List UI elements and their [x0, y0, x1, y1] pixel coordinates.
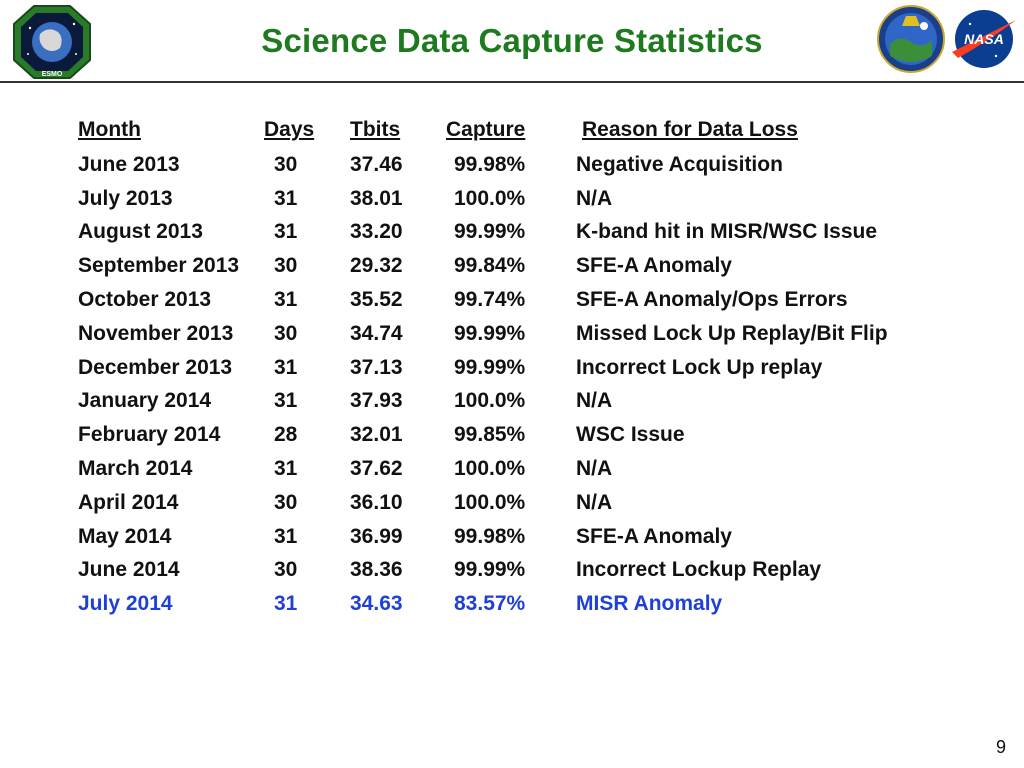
cell-capture: 83.57%: [454, 592, 526, 616]
cell-days: 30: [274, 321, 298, 345]
table-row: April 2014 30 36.10 100.0% N/A: [78, 486, 942, 520]
header-days: Days: [264, 118, 315, 141]
cell-capture: 99.84%: [454, 254, 526, 278]
cell-tbits: 37.46: [350, 152, 403, 176]
cell-tbits: 32.01: [350, 423, 403, 447]
cell-reason: SFE-A Anomaly: [576, 524, 732, 548]
header-capture: Capture: [446, 118, 526, 141]
cell-reason: K-band hit in MISR/WSC Issue: [576, 220, 878, 244]
cell-month: July 2014: [78, 592, 173, 616]
table-row: December 2013 31 37.13 99.99% Incorrect …: [78, 351, 942, 385]
cell-tbits: 35.52: [350, 288, 403, 312]
nasa-logo-text: NASA: [964, 31, 1004, 47]
table-row: March 2014 31 37.62 100.0% N/A: [78, 452, 942, 486]
cell-reason: N/A: [576, 457, 613, 481]
capture-stats-table: Month Days Tbits Capture Reason for Data…: [78, 112, 942, 621]
cell-days: 31: [274, 186, 298, 210]
cell-days: 30: [274, 254, 298, 278]
page-number: 9: [995, 737, 1006, 757]
cell-tbits: 37.62: [350, 457, 403, 481]
cell-reason: N/A: [576, 490, 613, 514]
cell-capture: 99.99%: [454, 355, 526, 379]
table-row: October 2013 31 35.52 99.74% SFE-A Anoma…: [78, 283, 942, 317]
cell-reason: SFE-A Anomaly/Ops Errors: [576, 288, 848, 312]
table-header-row: Month Days Tbits Capture Reason for Data…: [78, 112, 942, 148]
table-row: July 2013 31 38.01 100.0% N/A: [78, 182, 942, 216]
table-row: January 2014 31 37.93 100.0% N/A: [78, 385, 942, 419]
cell-month: August 2013: [78, 220, 203, 244]
cell-month: July 2013: [78, 186, 173, 210]
table-row: May 2014 31 36.99 99.98% SFE-A Anomaly: [78, 520, 942, 554]
cell-days: 31: [274, 220, 298, 244]
cell-tbits: 34.74: [350, 321, 403, 345]
cell-reason: Incorrect Lock Up replay: [576, 355, 823, 379]
table-row: November 2013 30 34.74 99.99% Missed Loc…: [78, 317, 942, 351]
page-title: Science Data Capture Statistics: [261, 22, 763, 59]
cell-days: 31: [274, 592, 298, 616]
cell-month: June 2014: [78, 558, 180, 582]
cell-days: 31: [274, 389, 298, 413]
cell-capture: 99.99%: [454, 321, 526, 345]
table-row: September 2013 30 29.32 99.84% SFE-A Ano…: [78, 249, 942, 283]
cell-days: 28: [274, 423, 298, 447]
cell-capture: 100.0%: [454, 389, 526, 413]
cell-days: 30: [274, 490, 298, 514]
cell-tbits: 36.10: [350, 490, 403, 514]
table-row: June 2014 30 38.36 99.99% Incorrect Lock…: [78, 554, 942, 588]
terra-logo-icon: [877, 5, 945, 73]
cell-tbits: 33.20: [350, 220, 403, 244]
cell-capture: 99.99%: [454, 558, 526, 582]
esmo-logo-text: ESMO: [42, 71, 63, 78]
cell-tbits: 37.93: [350, 389, 403, 413]
cell-reason: MISR Anomaly: [576, 592, 723, 616]
header-reason: Reason for Data Loss: [582, 118, 798, 141]
cell-days: 31: [274, 524, 298, 548]
esmo-logo-icon: ESMO: [13, 5, 91, 79]
cell-month: February 2014: [78, 423, 221, 447]
cell-capture: 99.99%: [454, 220, 526, 244]
table-row: August 2013 31 33.20 99.99% K-band hit i…: [78, 216, 942, 250]
cell-reason: WSC Issue: [576, 423, 685, 447]
cell-capture: 99.85%: [454, 423, 526, 447]
table-row: June 2013 30 37.46 99.98% Negative Acqui…: [78, 148, 942, 182]
cell-tbits: 34.63: [350, 592, 403, 616]
cell-capture: 99.98%: [454, 524, 526, 548]
cell-month: June 2013: [78, 152, 180, 176]
cell-reason: SFE-A Anomaly: [576, 254, 732, 278]
table-row: February 2014 28 32.01 99.85% WSC Issue: [78, 418, 942, 452]
cell-capture: 100.0%: [454, 457, 526, 481]
cell-month: December 2013: [78, 355, 233, 379]
cell-days: 31: [274, 355, 298, 379]
cell-reason: Incorrect Lockup Replay: [576, 558, 822, 582]
cell-month: April 2014: [78, 490, 179, 514]
cell-reason: N/A: [576, 186, 613, 210]
cell-month: November 2013: [78, 321, 234, 345]
table-row-highlighted: July 2014 31 34.63 83.57% MISR Anomaly: [78, 587, 942, 621]
cell-tbits: 29.32: [350, 254, 403, 278]
cell-reason: N/A: [576, 389, 613, 413]
header-month: Month: [78, 118, 141, 141]
title-divider: [0, 81, 1024, 83]
cell-tbits: 38.36: [350, 558, 403, 582]
cell-month: October 2013: [78, 288, 212, 312]
cell-tbits: 38.01: [350, 186, 403, 210]
cell-capture: 99.98%: [454, 152, 526, 176]
cell-capture: 100.0%: [454, 490, 526, 514]
cell-capture: 100.0%: [454, 186, 526, 210]
cell-days: 31: [274, 457, 298, 481]
cell-days: 30: [274, 558, 298, 582]
cell-reason: Missed Lock Up Replay/Bit Flip: [576, 321, 888, 345]
cell-month: January 2014: [78, 389, 212, 413]
cell-month: September 2013: [78, 254, 240, 278]
cell-month: March 2014: [78, 457, 193, 481]
cell-days: 30: [274, 152, 298, 176]
nasa-logo-icon: NASA: [952, 10, 1016, 68]
cell-tbits: 37.13: [350, 355, 403, 379]
header-tbits: Tbits: [350, 118, 401, 141]
cell-reason: Negative Acquisition: [576, 152, 783, 176]
cell-capture: 99.74%: [454, 288, 526, 312]
cell-tbits: 36.99: [350, 524, 403, 548]
cell-days: 31: [274, 288, 298, 312]
cell-month: May 2014: [78, 524, 172, 548]
